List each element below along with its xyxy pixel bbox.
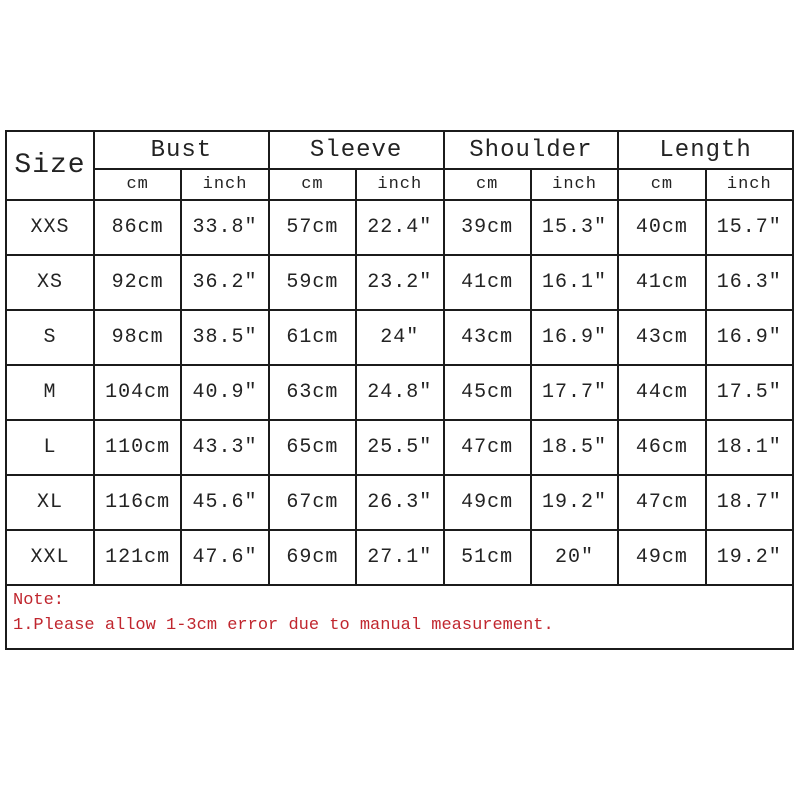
value-cell: 25.5″: [355, 419, 445, 476]
value-cell: 40cm: [617, 199, 707, 256]
value-cell: 39cm: [442, 199, 532, 256]
unit-header-bust-cm: cm: [92, 168, 183, 201]
value-cell: 36.2″: [180, 254, 270, 311]
table-row-xs: XS 92cm 36.2″ 59cm 23.2″ 41cm 16.1″ 41cm 16.3″: [5, 254, 795, 311]
value-cell: 20″: [529, 529, 620, 586]
value-cell: 26.3″: [355, 474, 445, 531]
value-cell: 16.9″: [529, 309, 620, 366]
note-text: 1.Please allow 1-3cm error due to manual…: [13, 615, 554, 635]
unit-header-length-inch: inch: [704, 168, 795, 201]
value-cell: 15.3″: [529, 199, 620, 256]
table-row-xl: XL 116cm 45.6″ 67cm 26.3″ 49cm 19.2″ 47cm 18.7″: [5, 474, 795, 531]
value-cell: 110cm: [92, 419, 183, 476]
value-cell: 16.9″: [704, 309, 795, 366]
size-label-cell: XXS: [5, 199, 95, 256]
value-cell: 46cm: [617, 419, 707, 476]
table-row-l: L 110cm 43.3″ 65cm 25.5″ 47cm 18.5″ 46cm 18.1″: [5, 419, 795, 476]
table-row-s: S 98cm 38.5″ 61cm 24″ 43cm 16.9″ 43cm 16.9″: [5, 309, 795, 366]
value-cell: 121cm: [92, 529, 183, 586]
value-cell: 69cm: [267, 529, 358, 586]
size-chart-table: Size Bust Sleeve Shoulder Length cm inch cm inch…: [5, 130, 795, 650]
value-cell: 47cm: [442, 419, 532, 476]
unit-header-length-cm: cm: [617, 168, 707, 201]
unit-header-sleeve-inch: inch: [355, 168, 445, 201]
value-cell: 116cm: [92, 474, 183, 531]
size-label-cell: S: [5, 309, 95, 366]
value-cell: 61cm: [267, 309, 358, 366]
value-cell: 63cm: [267, 364, 358, 421]
value-cell: 43cm: [442, 309, 532, 366]
value-cell: 59cm: [267, 254, 358, 311]
value-cell: 23.2″: [355, 254, 445, 311]
value-cell: 16.3″: [704, 254, 795, 311]
value-cell: 40.9″: [180, 364, 270, 421]
value-cell: 18.5″: [529, 419, 620, 476]
value-cell: 92cm: [92, 254, 183, 311]
size-label-cell: XXL: [5, 529, 95, 586]
size-label-cell: XL: [5, 474, 95, 531]
value-cell: 67cm: [267, 474, 358, 531]
value-cell: 47.6″: [180, 529, 270, 586]
value-cell: 17.7″: [529, 364, 620, 421]
value-cell: 38.5″: [180, 309, 270, 366]
group-header-sleeve: Sleeve: [267, 130, 445, 170]
value-cell: 49cm: [617, 529, 707, 586]
unit-header-shoulder-inch: inch: [529, 168, 620, 201]
size-label-cell: XS: [5, 254, 95, 311]
value-cell: 44cm: [617, 364, 707, 421]
value-cell: 65cm: [267, 419, 358, 476]
unit-header-bust-inch: inch: [180, 168, 270, 201]
value-cell: 45cm: [442, 364, 532, 421]
unit-header-sleeve-cm: cm: [267, 168, 358, 201]
size-label-cell: M: [5, 364, 95, 421]
value-cell: 41cm: [617, 254, 707, 311]
value-cell: 45.6″: [180, 474, 270, 531]
group-header-length: Length: [617, 130, 794, 170]
value-cell: 16.1″: [529, 254, 620, 311]
value-cell: 41cm: [442, 254, 532, 311]
value-cell: 24.8″: [355, 364, 445, 421]
value-cell: 24″: [355, 309, 445, 366]
note-cell: Note: 1.Please allow 1-3cm error due to m…: [5, 584, 794, 650]
value-cell: 49cm: [442, 474, 532, 531]
value-cell: 86cm: [92, 199, 183, 256]
header-group-row: Size Bust Sleeve Shoulder Length: [5, 130, 794, 201]
note-title: Note:: [13, 591, 65, 610]
value-cell: 19.2″: [529, 474, 620, 531]
value-cell: 47cm: [617, 474, 707, 531]
note-row: Note: 1.Please allow 1-3cm error due to m…: [5, 584, 794, 650]
table-row-xxl: XXL 121cm 47.6″ 69cm 27.1″ 51cm 20″ 49cm 19.2″: [5, 529, 795, 586]
value-cell: 57cm: [267, 199, 358, 256]
value-cell: 17.5″: [704, 364, 795, 421]
value-cell: 104cm: [92, 364, 183, 421]
size-label-cell: L: [5, 419, 95, 476]
value-cell: 22.4″: [355, 199, 445, 256]
value-cell: 33.8″: [180, 199, 270, 256]
header-unit-row: cm inch cm inch cm inch cm inch: [6, 168, 795, 201]
value-cell: 51cm: [442, 529, 532, 586]
group-header-bust: Bust: [93, 130, 270, 170]
value-cell: 43cm: [617, 309, 707, 366]
group-header-shoulder: Shoulder: [442, 130, 620, 170]
value-cell: 18.7″: [704, 474, 795, 531]
table-row-xxs: XXS 86cm 33.8″ 57cm 22.4″ 39cm 15.3″ 40cm 15.7″: [5, 199, 795, 256]
table-row-m: M 104cm 40.9″ 63cm 24.8″ 45cm 17.7″ 44cm 17.5″: [5, 364, 795, 421]
value-cell: 98cm: [92, 309, 183, 366]
value-cell: 15.7″: [704, 199, 795, 256]
value-cell: 27.1″: [355, 529, 445, 586]
unit-header-shoulder-cm: cm: [442, 168, 532, 201]
value-cell: 43.3″: [180, 419, 270, 476]
size-column-header: Size: [5, 130, 95, 201]
value-cell: 18.1″: [704, 419, 795, 476]
value-cell: 19.2″: [704, 529, 795, 586]
